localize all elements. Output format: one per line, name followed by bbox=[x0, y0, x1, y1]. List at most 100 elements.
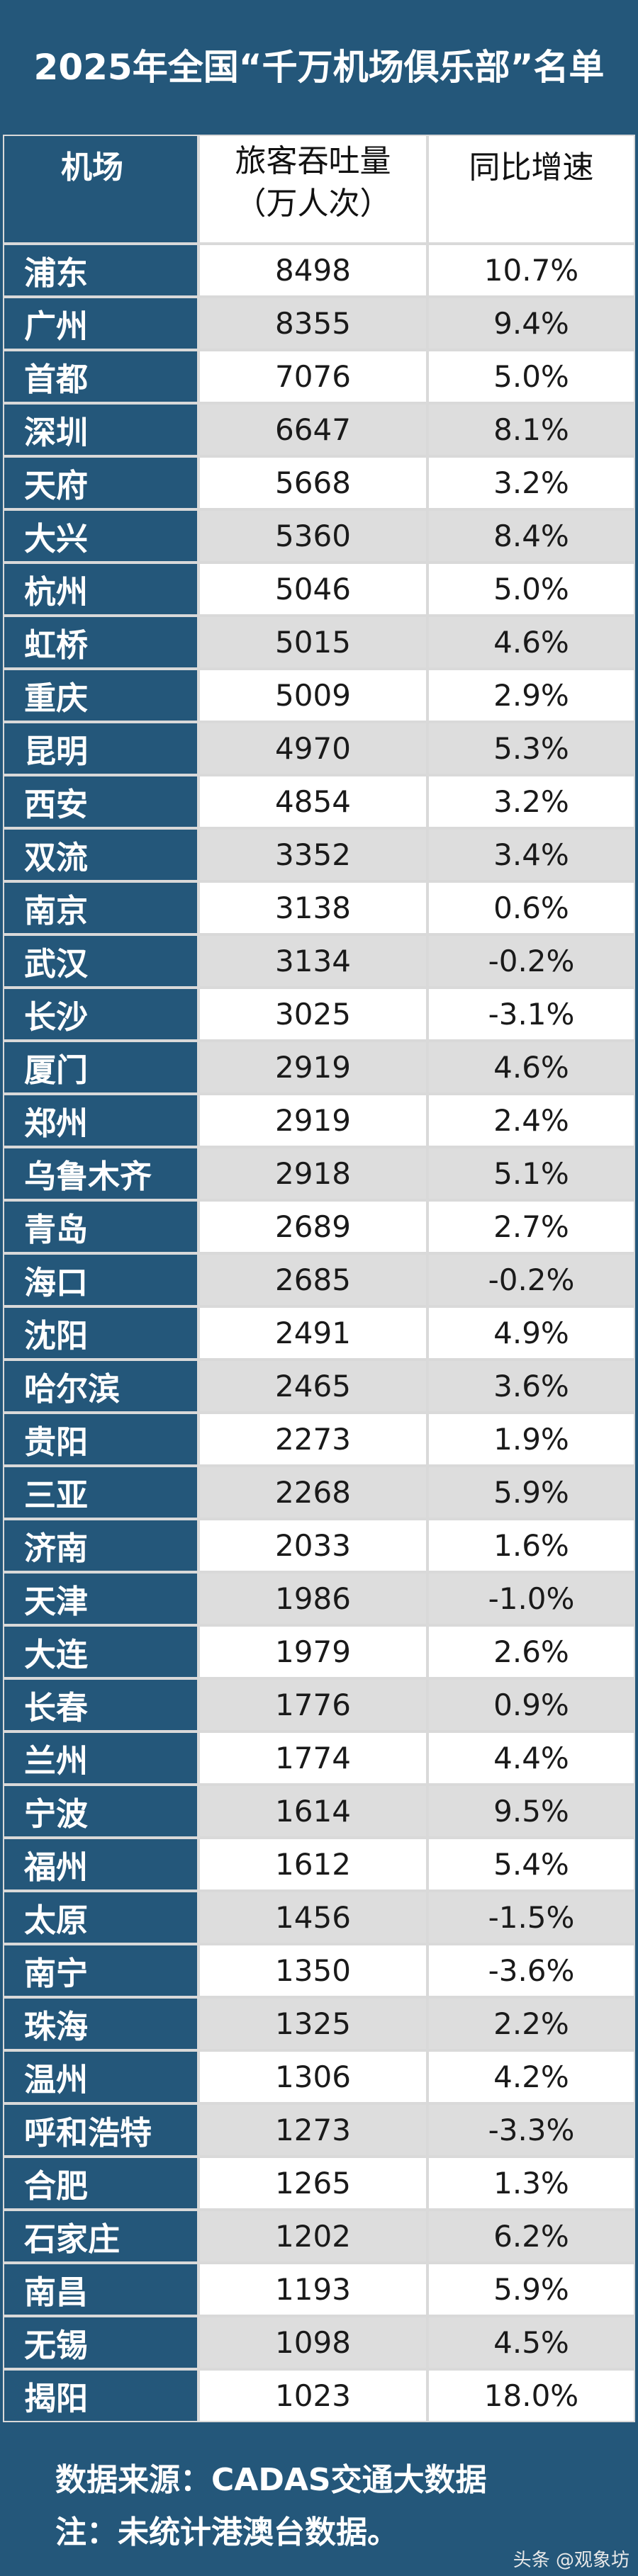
cell-airport: 杭州 bbox=[3, 563, 198, 616]
cell-airport: 首都 bbox=[3, 350, 198, 403]
cell-traffic: 1774 bbox=[198, 1732, 427, 1785]
cell-airport: 太原 bbox=[3, 1891, 198, 1944]
cell-airport: 昆明 bbox=[3, 722, 198, 775]
cell-growth: 5.3% bbox=[427, 722, 635, 775]
table-row: 武汉 3134 -0.2% bbox=[3, 934, 635, 988]
cell-airport: 无锡 bbox=[3, 2316, 198, 2369]
table-row: 天府 5668 3.2% bbox=[3, 456, 635, 509]
cell-airport: 宁波 bbox=[3, 1785, 198, 1838]
cell-growth: 2.7% bbox=[427, 1200, 635, 1253]
footer: 数据来源：CADAS交通大数据 注：未统计港澳台数据。 头条 @观象坊 bbox=[0, 2427, 638, 2576]
cell-traffic: 5015 bbox=[198, 616, 427, 669]
cell-growth: 4.5% bbox=[427, 2316, 635, 2369]
table-row: 太原 1456 -1.5% bbox=[3, 1891, 635, 1944]
table-row: 石家庄 1202 6.2% bbox=[3, 2210, 635, 2263]
table-row: 深圳 6647 8.1% bbox=[3, 403, 635, 456]
cell-airport: 西安 bbox=[3, 775, 198, 828]
watermark: 头条 @观象坊 bbox=[513, 2550, 629, 2571]
table-row: 浦东 8498 10.7% bbox=[3, 244, 635, 297]
cell-airport: 双流 bbox=[3, 828, 198, 881]
cell-traffic: 1979 bbox=[198, 1625, 427, 1678]
table-row: 天津 1986 -1.0% bbox=[3, 1572, 635, 1625]
cell-traffic: 4970 bbox=[198, 722, 427, 775]
cell-growth: 0.6% bbox=[427, 881, 635, 934]
cell-traffic: 1325 bbox=[198, 1997, 427, 2050]
table-row: 宁波 1614 9.5% bbox=[3, 1785, 635, 1838]
cell-traffic: 8498 bbox=[198, 244, 427, 297]
cell-airport: 沈阳 bbox=[3, 1306, 198, 1360]
cell-traffic: 2465 bbox=[198, 1360, 427, 1413]
footer-source: 数据来源：CADAS交通大数据 bbox=[55, 2462, 487, 2498]
cell-traffic: 2919 bbox=[198, 1041, 427, 1094]
footer-note: 注：未统计港澳台数据。 bbox=[55, 2514, 398, 2550]
cell-airport: 青岛 bbox=[3, 1200, 198, 1253]
cell-airport: 石家庄 bbox=[3, 2210, 198, 2263]
cell-growth: 5.1% bbox=[427, 1147, 635, 1200]
table-row: 重庆 5009 2.9% bbox=[3, 669, 635, 722]
cell-airport: 南京 bbox=[3, 881, 198, 934]
cell-traffic: 2919 bbox=[198, 1094, 427, 1147]
header-growth: 同比增速 bbox=[427, 135, 635, 244]
cell-growth: 9.5% bbox=[427, 1785, 635, 1838]
cell-airport: 大连 bbox=[3, 1625, 198, 1678]
cell-airport: 长沙 bbox=[3, 988, 198, 1041]
cell-growth: 2.6% bbox=[427, 1625, 635, 1678]
cell-traffic: 1776 bbox=[198, 1678, 427, 1732]
table-row: 广州 8355 9.4% bbox=[3, 297, 635, 350]
cell-traffic: 5360 bbox=[198, 509, 427, 563]
cell-growth: 1.3% bbox=[427, 2157, 635, 2210]
cell-growth: -1.5% bbox=[427, 1891, 635, 1944]
cell-growth: -3.1% bbox=[427, 988, 635, 1041]
cell-growth: 3.2% bbox=[427, 775, 635, 828]
cell-growth: -0.2% bbox=[427, 934, 635, 988]
cell-growth: 3.2% bbox=[427, 456, 635, 509]
table-row: 济南 2033 1.6% bbox=[3, 1519, 635, 1572]
cell-growth: 3.4% bbox=[427, 828, 635, 881]
cell-growth: 2.9% bbox=[427, 669, 635, 722]
table-row: 福州 1612 5.4% bbox=[3, 1838, 635, 1891]
cell-airport: 乌鲁木齐 bbox=[3, 1147, 198, 1200]
cell-airport: 天府 bbox=[3, 456, 198, 509]
table-row: 长春 1776 0.9% bbox=[3, 1678, 635, 1732]
cell-airport: 厦门 bbox=[3, 1041, 198, 1094]
cell-traffic: 1023 bbox=[198, 2369, 427, 2422]
table-row: 乌鲁木齐 2918 5.1% bbox=[3, 1147, 635, 1200]
cell-traffic: 1456 bbox=[198, 1891, 427, 1944]
header-traffic: 旅客吞吐量 （万人次） bbox=[198, 135, 427, 244]
cell-airport: 济南 bbox=[3, 1519, 198, 1572]
cell-airport: 呼和浩特 bbox=[3, 2103, 198, 2157]
cell-airport: 虹桥 bbox=[3, 616, 198, 669]
cell-growth: -1.0% bbox=[427, 1572, 635, 1625]
cell-traffic: 6647 bbox=[198, 403, 427, 456]
table-row: 双流 3352 3.4% bbox=[3, 828, 635, 881]
cell-traffic: 3138 bbox=[198, 881, 427, 934]
table-row: 南宁 1350 -3.6% bbox=[3, 1944, 635, 1997]
cell-traffic: 2268 bbox=[198, 1466, 427, 1519]
cell-growth: 5.0% bbox=[427, 350, 635, 403]
header-airport: 机场 bbox=[3, 135, 198, 244]
cell-growth: 5.9% bbox=[427, 2263, 635, 2316]
cell-traffic: 1273 bbox=[198, 2103, 427, 2157]
cell-traffic: 4854 bbox=[198, 775, 427, 828]
cell-traffic: 5668 bbox=[198, 456, 427, 509]
table-row: 杭州 5046 5.0% bbox=[3, 563, 635, 616]
cell-growth: 8.4% bbox=[427, 509, 635, 563]
cell-airport: 南昌 bbox=[3, 2263, 198, 2316]
cell-growth: 5.9% bbox=[427, 1466, 635, 1519]
table-row: 西安 4854 3.2% bbox=[3, 775, 635, 828]
cell-traffic: 1614 bbox=[198, 1785, 427, 1838]
cell-airport: 郑州 bbox=[3, 1094, 198, 1147]
cell-traffic: 3025 bbox=[198, 988, 427, 1041]
cell-airport: 武汉 bbox=[3, 934, 198, 988]
header-traffic-line2: （万人次） bbox=[235, 186, 391, 222]
cell-airport: 兰州 bbox=[3, 1732, 198, 1785]
cell-airport: 南宁 bbox=[3, 1944, 198, 1997]
cell-growth: 3.6% bbox=[427, 1360, 635, 1413]
cell-airport: 广州 bbox=[3, 297, 198, 350]
cell-airport: 深圳 bbox=[3, 403, 198, 456]
cell-airport: 大兴 bbox=[3, 509, 198, 563]
cell-airport: 长春 bbox=[3, 1678, 198, 1732]
cell-growth: 4.6% bbox=[427, 616, 635, 669]
table-row: 三亚 2268 5.9% bbox=[3, 1466, 635, 1519]
